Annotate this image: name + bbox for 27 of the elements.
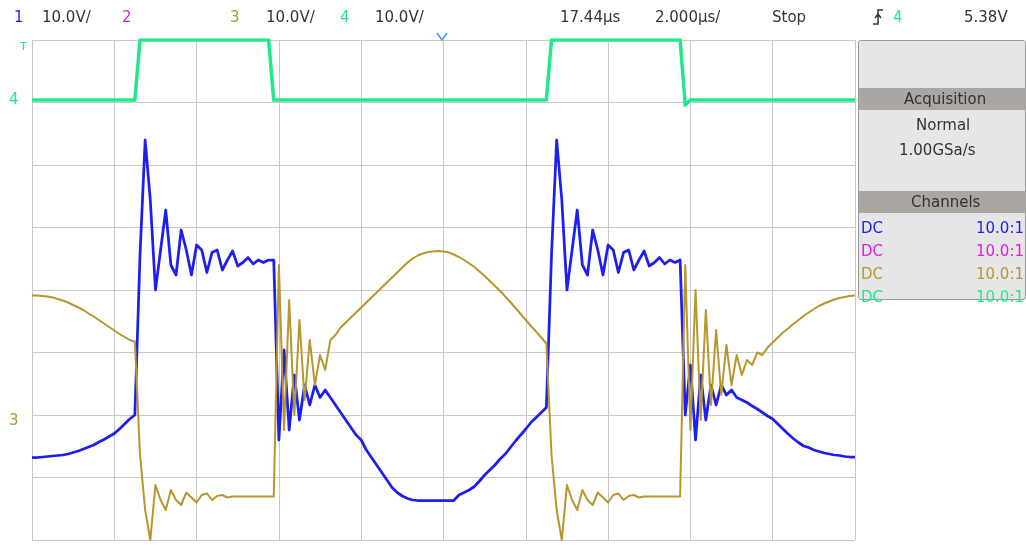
text: T (20, 39, 27, 55)
text: DC (861, 219, 884, 237)
text: DC (861, 265, 884, 283)
text: 10.0V/ (375, 8, 424, 26)
text: 5.38V (964, 8, 1008, 26)
text: Acquisition (904, 90, 987, 108)
text: 1.00GSa/s (899, 141, 976, 159)
text: 2 (122, 8, 132, 26)
text: 4 (9, 90, 19, 108)
text: 10.0V/ (266, 8, 315, 26)
text: Stop (772, 8, 807, 26)
text: 17.44µs (560, 8, 621, 26)
text: 2.000µs/ (655, 8, 721, 26)
text: 3 (9, 411, 19, 429)
text: Channels (911, 193, 981, 211)
text: DC (861, 288, 884, 306)
text: 4 (340, 8, 350, 26)
text: 1 (14, 8, 24, 26)
text: 10.0:1 (976, 242, 1024, 260)
text: 10.0:1 (976, 265, 1024, 283)
text: 10.0:1 (976, 288, 1024, 306)
text: DC (861, 242, 884, 260)
text: 10.0:1 (976, 219, 1024, 237)
text: 3 (230, 8, 240, 26)
text: 4 (893, 8, 903, 26)
text: Normal (916, 116, 971, 134)
text: 10.0V/ (42, 8, 91, 26)
